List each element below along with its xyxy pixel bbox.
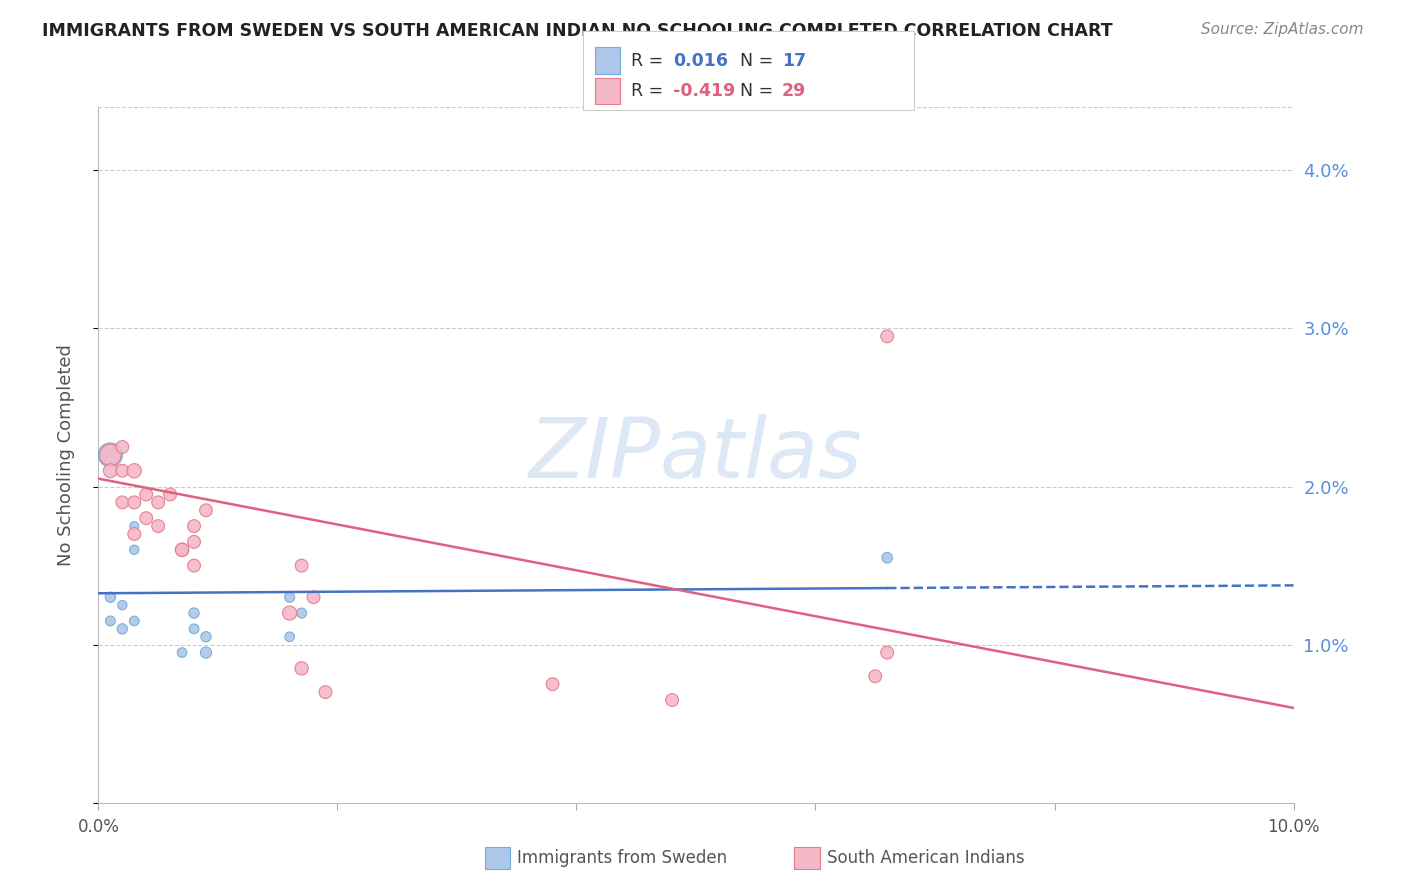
Text: R =: R = xyxy=(631,52,669,70)
Point xyxy=(124,527,146,541)
Text: N =: N = xyxy=(740,82,779,100)
Text: N =: N = xyxy=(740,52,779,70)
Point xyxy=(291,606,314,620)
Point xyxy=(291,558,314,573)
Point xyxy=(278,591,301,605)
Point xyxy=(100,591,122,605)
Text: 17: 17 xyxy=(782,52,806,70)
Text: 0.016: 0.016 xyxy=(673,52,728,70)
Point xyxy=(291,661,314,675)
Point xyxy=(135,511,157,525)
Point xyxy=(183,606,205,620)
Point xyxy=(124,542,146,557)
Point xyxy=(111,598,134,612)
Text: South American Indians: South American Indians xyxy=(827,849,1025,867)
Point xyxy=(111,495,134,509)
Point xyxy=(195,646,218,660)
Point xyxy=(865,669,887,683)
Point xyxy=(100,448,122,462)
Point xyxy=(195,630,218,644)
Text: R =: R = xyxy=(631,82,669,100)
Point xyxy=(135,487,157,501)
Point xyxy=(111,622,134,636)
Point xyxy=(183,534,205,549)
Point xyxy=(183,622,205,636)
Text: ZIPatlas: ZIPatlas xyxy=(529,415,863,495)
Point xyxy=(100,448,122,462)
Text: IMMIGRANTS FROM SWEDEN VS SOUTH AMERICAN INDIAN NO SCHOOLING COMPLETED CORRELATI: IMMIGRANTS FROM SWEDEN VS SOUTH AMERICAN… xyxy=(42,22,1112,40)
Point xyxy=(159,487,181,501)
Text: 29: 29 xyxy=(782,82,806,100)
Text: -0.419: -0.419 xyxy=(673,82,735,100)
Point xyxy=(124,464,146,478)
Point xyxy=(148,519,170,533)
Point xyxy=(302,591,325,605)
Text: Immigrants from Sweden: Immigrants from Sweden xyxy=(517,849,727,867)
Point xyxy=(541,677,564,691)
Point xyxy=(876,550,898,565)
Text: Source: ZipAtlas.com: Source: ZipAtlas.com xyxy=(1201,22,1364,37)
Point xyxy=(195,503,218,517)
Point xyxy=(111,464,134,478)
Point xyxy=(124,519,146,533)
Point xyxy=(876,329,898,343)
Point xyxy=(172,542,194,557)
Point xyxy=(278,606,301,620)
Point xyxy=(278,630,301,644)
Y-axis label: No Schooling Completed: No Schooling Completed xyxy=(56,344,75,566)
Point xyxy=(100,464,122,478)
Point xyxy=(124,495,146,509)
Point xyxy=(315,685,337,699)
Point xyxy=(148,495,170,509)
Point xyxy=(661,693,683,707)
Point xyxy=(876,646,898,660)
Point xyxy=(124,614,146,628)
Point xyxy=(111,440,134,454)
Point xyxy=(172,646,194,660)
Point xyxy=(100,614,122,628)
Point xyxy=(172,542,194,557)
Point xyxy=(183,519,205,533)
Point xyxy=(183,558,205,573)
